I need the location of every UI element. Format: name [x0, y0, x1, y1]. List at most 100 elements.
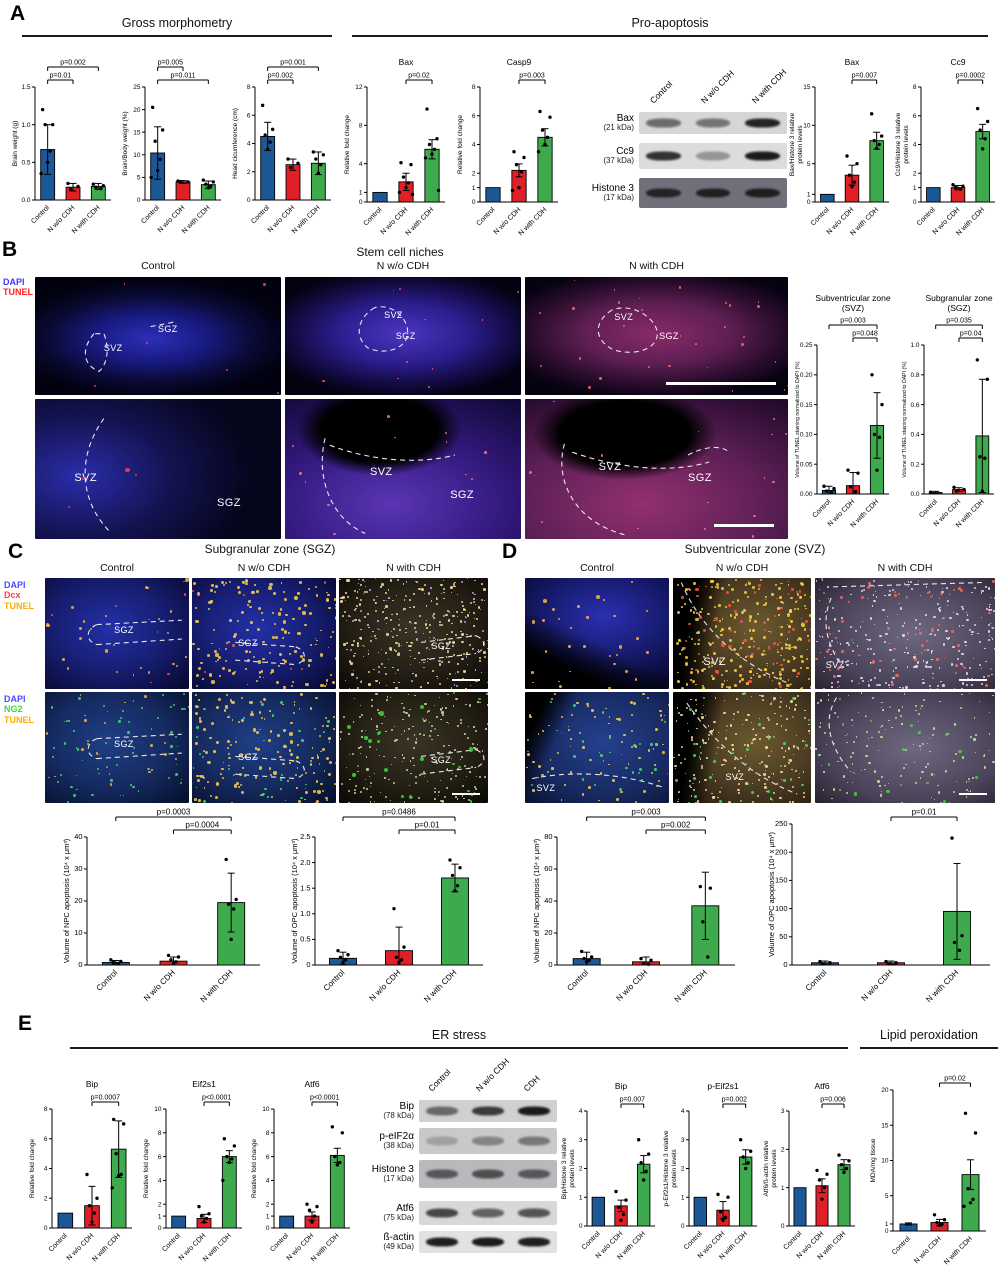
blot-band	[425, 1169, 459, 1179]
blot-row-label: ß-actin (49 kDa)	[383, 1231, 414, 1252]
svg-text:2.0: 2.0	[300, 858, 310, 867]
svg-text:30: 30	[74, 864, 82, 873]
svg-text:p=0.01: p=0.01	[415, 821, 440, 830]
blot-band	[695, 188, 731, 198]
svg-text:Control: Control	[426, 1067, 453, 1094]
svg-text:8: 8	[913, 84, 917, 91]
svg-text:2: 2	[781, 1147, 785, 1154]
svg-text:0: 0	[548, 960, 552, 969]
blot-band	[471, 1208, 505, 1218]
panel-b-label: B	[2, 238, 18, 261]
svg-text:0: 0	[137, 197, 141, 204]
svg-text:protein levels: protein levels	[671, 1149, 678, 1188]
svg-text:1.0: 1.0	[21, 122, 30, 129]
micrograph-d-ng2-nwithcdh	[815, 692, 995, 803]
svg-text:6: 6	[44, 1136, 48, 1143]
region-label-sgz: SGZ	[659, 331, 679, 342]
svg-text:0.6: 0.6	[910, 402, 919, 409]
blot-row: Bip (78 kDa)	[352, 1100, 557, 1122]
svg-text:0.0: 0.0	[21, 197, 30, 204]
svg-text:Control: Control	[565, 968, 590, 993]
region-label-svz: SVZ	[614, 312, 634, 323]
svg-text:N with CDH: N with CDH	[405, 206, 436, 237]
region-outline	[673, 578, 811, 689]
column-title-control: Control	[100, 562, 134, 574]
svg-text:Subgranular zone: Subgranular zone	[925, 293, 992, 303]
svg-text:p=0.02: p=0.02	[408, 73, 430, 80]
blot-band	[745, 188, 780, 198]
svg-text:15: 15	[133, 129, 141, 136]
svg-text:Eif2s1: Eif2s1	[192, 1079, 216, 1089]
svg-text:10: 10	[262, 1106, 270, 1113]
blot-row: Histone 3 (17 kDa)	[572, 178, 787, 208]
region-outline	[192, 578, 336, 689]
svg-text:p<0.0001: p<0.0001	[202, 1095, 231, 1102]
region-outline	[339, 692, 488, 803]
svg-text:Volume of NPC apoptosis (10⁴ x: Volume of NPC apoptosis (10⁴ x μm³)	[62, 838, 71, 963]
scale-bar	[714, 524, 774, 527]
svg-text:Bip/Histone 3 relative: Bip/Histone 3 relative	[561, 1137, 568, 1199]
region-label-svz: SVZ	[703, 655, 726, 668]
chart-head-circumference: 0 2 4 6 8 Head cicumference (cm) Control N w/o …	[228, 56, 336, 251]
svg-text:N with CDH: N with CDH	[673, 968, 709, 1004]
chart-svz-opc-apoptosis: 0 50 100 150 200 250 Volume of OPC apoptosis (…	[765, 806, 995, 1016]
svg-text:2: 2	[681, 1166, 685, 1173]
svg-text:8: 8	[44, 1106, 48, 1113]
legend-ng2: NG2	[4, 704, 23, 715]
svg-text:Control: Control	[95, 968, 120, 993]
svg-text:1: 1	[472, 185, 476, 192]
blot-row: ß-actin (49 kDa)	[352, 1231, 557, 1253]
svg-text:Subventricular zone: Subventricular zone	[815, 293, 890, 303]
svg-text:Casp9: Casp9	[507, 57, 532, 67]
region-outline	[35, 277, 281, 395]
region-label-sgz: SGZ	[217, 497, 241, 509]
blot-row-label: Histone 3 (17 kDa)	[371, 1163, 414, 1184]
region-label-svz: SVZ	[725, 771, 745, 782]
blot-lane-strip	[419, 1160, 557, 1188]
svg-text:(SVZ): (SVZ)	[842, 303, 864, 313]
svg-text:N w/o CDH: N w/o CDH	[913, 1235, 943, 1265]
scale-bar	[959, 793, 987, 795]
svg-text:10: 10	[154, 1106, 162, 1113]
blot-lane-strip	[639, 178, 787, 208]
micrograph-b-control-closeup: SVZ SGZ	[35, 399, 281, 539]
region-label-svz: SVZ	[369, 466, 393, 479]
svg-text:p=0.002: p=0.002	[661, 821, 691, 830]
svg-text:Relative fold change: Relative fold change	[29, 1139, 36, 1198]
blot-lane-strip	[419, 1128, 557, 1154]
chart-bip-protein-levels: Bip 0 1 2 3 4 Bip/Histone 3 relative protein le…	[560, 1080, 660, 1277]
svg-text:Bip: Bip	[86, 1079, 99, 1089]
svg-text:N with CDH: N with CDH	[943, 1235, 974, 1266]
region-label-sgz: SGZ	[431, 755, 452, 766]
column-title-n-wo-cdh: N w/o CDH	[715, 562, 769, 574]
svg-text:Relative fold change: Relative fold change	[344, 115, 351, 174]
svg-text:10: 10	[74, 928, 82, 937]
region-label-svz: SVZ	[825, 660, 845, 671]
blot-band	[425, 1208, 459, 1218]
svg-text:Control: Control	[161, 1232, 182, 1253]
micrograph-c-ng2-nwithcdh: SGZ	[339, 692, 488, 803]
micrograph-b-nwocdh-closeup: SVZ SGZ	[285, 399, 521, 539]
svg-text:p=0.01: p=0.01	[50, 73, 72, 80]
svg-text:0: 0	[306, 960, 310, 969]
svg-text:protein levels: protein levels	[903, 125, 910, 164]
svg-text:p=0.011: p=0.011	[171, 73, 196, 80]
svg-text:25: 25	[133, 84, 141, 91]
svg-text:3: 3	[781, 1108, 785, 1115]
region-outline	[285, 399, 521, 539]
svg-text:p=0.04: p=0.04	[960, 331, 982, 338]
svg-text:Volume of OPC apoptosis (10⁴ x: Volume of OPC apoptosis (10⁴ x μm³)	[290, 838, 299, 963]
svg-text:1: 1	[158, 1213, 162, 1220]
svg-text:1: 1	[807, 192, 811, 199]
column-title-n-with-cdh: N with CDH	[386, 562, 441, 574]
svg-text:2: 2	[266, 1201, 270, 1208]
svg-text:Volume of NPC apoptosis (10⁴ x: Volume of NPC apoptosis (10⁴ x μm³)	[532, 838, 541, 963]
region-label-sgz: SGZ	[450, 488, 474, 501]
svg-text:Brain weight (g): Brain weight (g)	[12, 121, 19, 167]
svg-text:2: 2	[913, 170, 917, 177]
svg-text:p=0.007: p=0.007	[852, 73, 878, 80]
micrograph-b-nwithcdh-closeup: SVZ SGZ	[525, 399, 788, 539]
svg-text:p=0.01: p=0.01	[912, 808, 937, 817]
svg-text:1: 1	[913, 185, 917, 192]
scale-bar	[666, 382, 776, 385]
